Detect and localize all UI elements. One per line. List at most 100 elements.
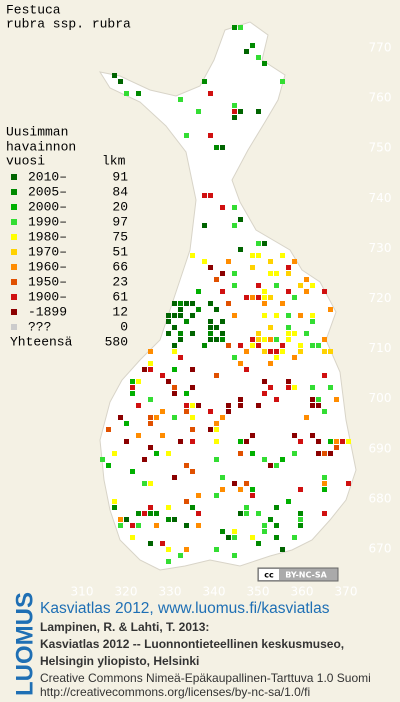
occurrence-square <box>292 535 297 540</box>
total-label: Yhteensä <box>10 334 73 349</box>
occurrence-square <box>208 193 213 198</box>
occurrence-square <box>232 115 237 120</box>
legend-label: 1970– <box>28 244 67 259</box>
total-count: 580 <box>105 334 128 349</box>
occurrence-square <box>256 241 261 246</box>
occurrence-square <box>274 535 279 540</box>
occurrence-square <box>238 361 243 366</box>
citation: Helsingin yliopisto, Helsinki <box>40 654 199 668</box>
occurrence-square <box>112 505 117 510</box>
legend-label: -1899 <box>28 304 67 319</box>
occurrence-square <box>148 481 153 486</box>
occurrence-square <box>232 535 237 540</box>
occurrence-square <box>250 451 255 456</box>
occurrence-square <box>250 295 255 300</box>
occurrence-square <box>184 319 189 324</box>
occurrence-square <box>196 109 201 114</box>
occurrence-square <box>166 451 171 456</box>
occurrence-square <box>244 295 249 300</box>
legend-count: 61 <box>112 289 128 304</box>
occurrence-square <box>232 529 237 534</box>
occurrence-square <box>130 535 135 540</box>
occurrence-square <box>208 133 213 138</box>
occurrence-square <box>310 403 315 408</box>
legend-swatch <box>11 309 17 315</box>
occurrence-square <box>328 451 333 456</box>
occurrence-square <box>220 475 225 480</box>
legend-count: 20 <box>112 199 128 214</box>
legend-swatch <box>11 189 17 195</box>
occurrence-square <box>286 499 291 504</box>
occurrence-square <box>172 475 177 480</box>
occurrence-square <box>262 379 267 384</box>
occurrence-square <box>292 385 297 390</box>
occurrence-square <box>280 343 285 348</box>
occurrence-square <box>184 391 189 396</box>
occurrence-square <box>136 379 141 384</box>
occurrence-square <box>274 313 279 318</box>
occurrence-square <box>274 397 279 402</box>
occurrence-square <box>190 385 195 390</box>
occurrence-square <box>256 337 261 342</box>
occurrence-square <box>292 295 297 300</box>
occurrence-square <box>316 343 321 348</box>
legend-count: 51 <box>112 244 128 259</box>
occurrence-square <box>208 265 213 270</box>
occurrence-square <box>196 511 201 516</box>
occurrence-square <box>166 505 171 510</box>
occurrence-square <box>244 367 249 372</box>
occurrence-square <box>220 145 225 150</box>
occurrence-square <box>298 487 303 492</box>
occurrence-square <box>262 523 267 528</box>
occurrence-square <box>184 301 189 306</box>
occurrence-square <box>250 433 255 438</box>
legend-label: 2010– <box>28 169 67 184</box>
occurrence-square <box>202 79 207 84</box>
occurrence-square <box>256 55 261 60</box>
occurrence-square <box>226 343 231 348</box>
legend-swatch <box>11 219 17 225</box>
occurrence-square <box>256 343 261 348</box>
occurrence-square <box>208 325 213 330</box>
atlas-link[interactable]: Kasviatlas 2012, www.luomus.fi/kasviatla… <box>40 600 330 617</box>
legend-count: 75 <box>112 229 128 244</box>
legend-count: 84 <box>112 184 128 199</box>
occurrence-square <box>268 517 273 522</box>
occurrence-square <box>250 253 255 258</box>
occurrence-square <box>310 385 315 390</box>
legend-swatch <box>11 204 17 210</box>
occurrence-square <box>142 511 147 516</box>
occurrence-square <box>154 511 159 516</box>
northing-label: 760 <box>369 91 392 105</box>
legend-swatch <box>11 249 17 255</box>
occurrence-square <box>322 409 327 414</box>
occurrence-square <box>190 367 195 372</box>
occurrence-square <box>214 277 219 282</box>
occurrence-square <box>256 109 261 114</box>
occurrence-square <box>214 427 219 432</box>
license-url[interactable]: http://creativecommons.org/licenses/by-n… <box>40 685 310 699</box>
occurrence-square <box>172 367 177 372</box>
occurrence-square <box>172 349 177 354</box>
legend-label: 1950– <box>28 274 67 289</box>
occurrence-square <box>250 493 255 498</box>
license-text: Creative Commons Nimeä-Epäkaupallinen-Ta… <box>40 671 371 685</box>
occurrence-square <box>172 385 177 390</box>
occurrence-square <box>190 331 195 336</box>
occurrence-square <box>316 439 321 444</box>
occurrence-square <box>196 493 201 498</box>
occurrence-square <box>142 367 147 372</box>
occurrence-square <box>208 91 213 96</box>
occurrence-square <box>178 313 183 318</box>
legend-label: 1980– <box>28 229 67 244</box>
finland-outline <box>98 21 357 571</box>
occurrence-square <box>112 451 117 456</box>
occurrence-square <box>208 331 213 336</box>
occurrence-square <box>118 523 123 528</box>
occurrence-square <box>328 439 333 444</box>
occurrence-square <box>226 301 231 306</box>
occurrence-square <box>178 553 183 558</box>
occurrence-square <box>154 415 159 420</box>
occurrence-square <box>238 439 243 444</box>
